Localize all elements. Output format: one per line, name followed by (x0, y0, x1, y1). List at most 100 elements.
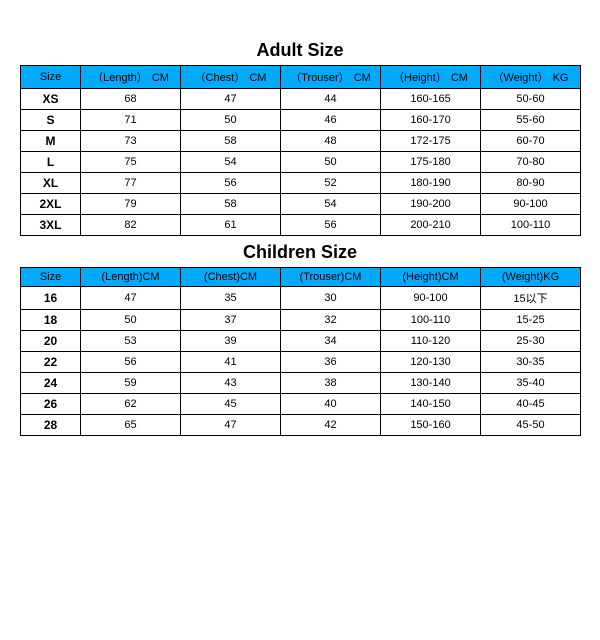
weight-cell: 80-90 (481, 173, 581, 194)
height-cell: 160-170 (381, 110, 481, 131)
weight-cell: 100-110 (481, 215, 581, 236)
height-cell: 130-140 (381, 373, 481, 394)
length-cell: 62 (81, 394, 181, 415)
col-height: （Height）CM (381, 66, 481, 89)
col-length: （Length）CM (81, 66, 181, 89)
height-cell: 110-120 (381, 331, 481, 352)
size-cell: 24 (21, 373, 81, 394)
trouser-cell: 40 (281, 394, 381, 415)
weight-cell: 45-50 (481, 415, 581, 436)
size-cell: 26 (21, 394, 81, 415)
table-row: M735848172-17560-70 (21, 131, 581, 152)
length-cell: 56 (81, 352, 181, 373)
children-size-header-row: Size (Length)CM (Chest)CM (Trouser)CM (H… (21, 268, 581, 287)
trouser-cell: 30 (281, 287, 381, 310)
trouser-cell: 46 (281, 110, 381, 131)
trouser-cell: 56 (281, 215, 381, 236)
length-cell: 75 (81, 152, 181, 173)
size-cell: 20 (21, 331, 81, 352)
adult-size-header-row: Size （Length）CM （Chest）CM （Trouser）CM （H… (21, 66, 581, 89)
col-trouser: （Trouser）CM (281, 66, 381, 89)
trouser-cell: 38 (281, 373, 381, 394)
weight-cell: 25-30 (481, 331, 581, 352)
height-cell: 190-200 (381, 194, 481, 215)
weight-cell: 15-25 (481, 310, 581, 331)
children-size-title: Children Size (20, 242, 580, 263)
size-cell: 3XL (21, 215, 81, 236)
size-cell: 28 (21, 415, 81, 436)
weight-cell: 90-100 (481, 194, 581, 215)
table-row: 28654742150-16045-50 (21, 415, 581, 436)
table-row: 2XL795854190-20090-100 (21, 194, 581, 215)
table-row: XL775652180-19080-90 (21, 173, 581, 194)
size-cell: 22 (21, 352, 81, 373)
chest-cell: 47 (181, 89, 281, 110)
table-row: 26624540140-15040-45 (21, 394, 581, 415)
table-row: 18503732100-11015-25 (21, 310, 581, 331)
height-cell: 172-175 (381, 131, 481, 152)
table-row: 20533934110-12025-30 (21, 331, 581, 352)
trouser-cell: 50 (281, 152, 381, 173)
weight-cell: 40-45 (481, 394, 581, 415)
length-cell: 77 (81, 173, 181, 194)
table-row: 22564136120-13030-35 (21, 352, 581, 373)
trouser-cell: 42 (281, 415, 381, 436)
trouser-cell: 34 (281, 331, 381, 352)
height-cell: 140-150 (381, 394, 481, 415)
height-cell: 90-100 (381, 287, 481, 310)
height-cell: 150-160 (381, 415, 481, 436)
chest-cell: 45 (181, 394, 281, 415)
trouser-cell: 32 (281, 310, 381, 331)
height-cell: 180-190 (381, 173, 481, 194)
col-length: (Length)CM (81, 268, 181, 287)
weight-cell: 55-60 (481, 110, 581, 131)
trouser-cell: 54 (281, 194, 381, 215)
weight-cell: 60-70 (481, 131, 581, 152)
chest-cell: 58 (181, 194, 281, 215)
chest-cell: 35 (181, 287, 281, 310)
size-cell: XL (21, 173, 81, 194)
table-row: 3XL826156200-210100-110 (21, 215, 581, 236)
size-cell: XS (21, 89, 81, 110)
table-row: S715046160-17055-60 (21, 110, 581, 131)
size-cell: M (21, 131, 81, 152)
chest-cell: 54 (181, 152, 281, 173)
length-cell: 59 (81, 373, 181, 394)
height-cell: 175-180 (381, 152, 481, 173)
chest-cell: 43 (181, 373, 281, 394)
trouser-cell: 44 (281, 89, 381, 110)
height-cell: 100-110 (381, 310, 481, 331)
length-cell: 53 (81, 331, 181, 352)
col-size: Size (21, 66, 81, 89)
weight-cell: 35-40 (481, 373, 581, 394)
height-cell: 200-210 (381, 215, 481, 236)
size-cell: S (21, 110, 81, 131)
col-chest: (Chest)CM (181, 268, 281, 287)
chest-cell: 39 (181, 331, 281, 352)
trouser-cell: 52 (281, 173, 381, 194)
length-cell: 47 (81, 287, 181, 310)
col-weight: (Weight)KG (481, 268, 581, 287)
size-cell: 16 (21, 287, 81, 310)
table-row: L755450175-18070-80 (21, 152, 581, 173)
length-cell: 50 (81, 310, 181, 331)
size-cell: L (21, 152, 81, 173)
table-row: 24594338130-14035-40 (21, 373, 581, 394)
size-cell: 2XL (21, 194, 81, 215)
length-cell: 71 (81, 110, 181, 131)
children-size-table: Size (Length)CM (Chest)CM (Trouser)CM (H… (20, 267, 581, 436)
size-cell: 18 (21, 310, 81, 331)
weight-cell: 50-60 (481, 89, 581, 110)
weight-cell: 30-35 (481, 352, 581, 373)
col-weight: （Weight）KG (481, 66, 581, 89)
col-trouser: (Trouser)CM (281, 268, 381, 287)
chest-cell: 56 (181, 173, 281, 194)
chest-cell: 61 (181, 215, 281, 236)
length-cell: 82 (81, 215, 181, 236)
length-cell: 65 (81, 415, 181, 436)
weight-cell: 70-80 (481, 152, 581, 173)
col-size: Size (21, 268, 81, 287)
adult-size-title: Adult Size (20, 40, 580, 61)
length-cell: 79 (81, 194, 181, 215)
col-chest: （Chest）CM (181, 66, 281, 89)
